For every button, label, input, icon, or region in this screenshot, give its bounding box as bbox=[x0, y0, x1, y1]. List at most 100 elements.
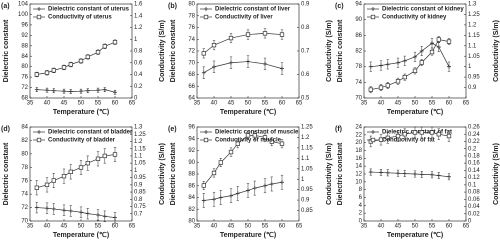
y-tick-label: 88 bbox=[188, 172, 195, 178]
series-line bbox=[370, 39, 450, 90]
y-tick-label: 64 bbox=[188, 96, 195, 102]
data-point bbox=[396, 171, 400, 176]
x-tick-label: 60 bbox=[279, 224, 286, 230]
x-tick-label: 65 bbox=[296, 101, 303, 107]
data-point bbox=[436, 173, 441, 178]
y2-tick-label: 1.25 bbox=[301, 125, 313, 131]
y2-tick-label: 0.9 bbox=[301, 2, 310, 8]
y2-tick-label: 1.4 bbox=[134, 13, 143, 19]
data-point bbox=[61, 65, 67, 70]
data-point bbox=[112, 40, 118, 45]
y2-tick-label: 0.04 bbox=[468, 204, 480, 210]
y-tick-label: 78 bbox=[188, 13, 195, 19]
legend-marker bbox=[203, 14, 209, 20]
data-point bbox=[34, 205, 39, 210]
series-line bbox=[370, 171, 450, 178]
y-tick-label: 12 bbox=[355, 172, 362, 178]
x-tick-label: 50 bbox=[245, 101, 252, 107]
x-tick-label: 55 bbox=[262, 224, 269, 230]
y2-tick-label: 1.6 bbox=[134, 2, 143, 8]
data-point bbox=[246, 59, 250, 64]
data-point bbox=[85, 161, 90, 166]
y2-tick-label: 1 bbox=[301, 177, 305, 183]
panel-label: (b) bbox=[168, 3, 177, 10]
data-point bbox=[212, 64, 216, 69]
x-tick-label: 65 bbox=[129, 101, 136, 107]
data-point bbox=[385, 135, 390, 140]
data-point bbox=[368, 64, 373, 69]
y-axis-label: Dielectric constant bbox=[337, 142, 344, 205]
data-point bbox=[34, 87, 39, 92]
x-tick-label: 55 bbox=[429, 101, 436, 107]
y2-tick-label: 1.3 bbox=[134, 125, 143, 131]
legend-marker bbox=[371, 130, 375, 134]
legend-label: Dielectric constant of kidney bbox=[382, 7, 464, 13]
data-point bbox=[113, 215, 117, 220]
x-tick-label: 65 bbox=[463, 101, 470, 107]
y-axis-label: Dielectric constant bbox=[337, 19, 344, 82]
data-point bbox=[201, 183, 206, 188]
y2-tick-label: 0.16 bbox=[468, 161, 480, 167]
data-point bbox=[430, 172, 434, 177]
data-point bbox=[85, 54, 90, 60]
data-point bbox=[280, 66, 284, 71]
y2-axis-label: Conductivity (S/m) bbox=[493, 143, 500, 205]
y-tick-label: 82 bbox=[355, 49, 362, 55]
y2-tick-label: 1.1 bbox=[301, 156, 310, 162]
legend-label: Conductivity of kidney bbox=[382, 15, 447, 21]
x-tick-label: 40 bbox=[211, 224, 218, 230]
x-tick-label: 50 bbox=[78, 101, 85, 107]
x-axis-label: Temperature (℃) bbox=[53, 231, 109, 239]
x-tick-label: 40 bbox=[44, 224, 51, 230]
data-point bbox=[96, 212, 100, 217]
y-tick-label: 74 bbox=[188, 37, 195, 43]
data-point bbox=[85, 88, 90, 93]
y2-tick-label: 0.9 bbox=[468, 85, 477, 91]
y-tick-label: 16 bbox=[355, 156, 362, 162]
x-tick-label: 40 bbox=[44, 101, 51, 107]
y2-axis-label: Conductivity (S/m) bbox=[159, 20, 166, 82]
x-tick-label: 60 bbox=[112, 224, 119, 230]
data-point bbox=[51, 88, 56, 93]
data-point bbox=[396, 60, 400, 65]
data-point bbox=[212, 197, 216, 202]
data-point bbox=[61, 174, 67, 179]
data-point bbox=[201, 70, 206, 75]
data-point bbox=[378, 85, 384, 90]
data-point bbox=[211, 42, 217, 48]
data-point bbox=[262, 135, 268, 140]
x-tick-label: 35 bbox=[194, 224, 201, 230]
y2-tick-label: 1 bbox=[134, 37, 138, 43]
y2-tick-label: 0.18 bbox=[468, 154, 480, 160]
y2-tick-label: 1.2 bbox=[134, 139, 143, 145]
y2-tick-label: 0.2 bbox=[134, 84, 143, 90]
y-tick-label: 72 bbox=[21, 205, 28, 211]
y2-tick-label: 0.75 bbox=[134, 204, 146, 210]
x-tick-label: 50 bbox=[412, 224, 419, 230]
data-point bbox=[218, 195, 223, 200]
data-point bbox=[419, 172, 424, 177]
y-tick-label: 74 bbox=[355, 80, 362, 86]
x-tick-label: 60 bbox=[112, 101, 119, 107]
data-point bbox=[113, 90, 117, 95]
y-tick-label: 70 bbox=[21, 219, 28, 225]
y-axis-label: Dielectric constant bbox=[3, 142, 10, 205]
data-point bbox=[436, 132, 441, 137]
y-axis-label: Dielectric constant bbox=[3, 19, 10, 82]
data-point bbox=[280, 180, 284, 185]
y2-tick-label: 0.6 bbox=[301, 72, 310, 78]
data-point bbox=[246, 188, 250, 193]
x-tick-label: 35 bbox=[27, 101, 34, 107]
y-tick-label: 84 bbox=[188, 195, 195, 201]
series-line bbox=[36, 41, 116, 75]
data-point bbox=[102, 153, 107, 159]
data-point bbox=[402, 171, 407, 176]
y2-tick-label: 1.25 bbox=[468, 12, 480, 18]
x-axis-label: Temperature (℃) bbox=[387, 231, 443, 239]
y2-tick-label: 0.8 bbox=[134, 49, 143, 55]
series-line bbox=[36, 89, 116, 93]
legend-marker bbox=[204, 7, 208, 11]
y-tick-label: 104 bbox=[18, 2, 29, 8]
legend-label: Conductivity of bladder bbox=[48, 138, 116, 144]
data-point bbox=[252, 133, 257, 138]
